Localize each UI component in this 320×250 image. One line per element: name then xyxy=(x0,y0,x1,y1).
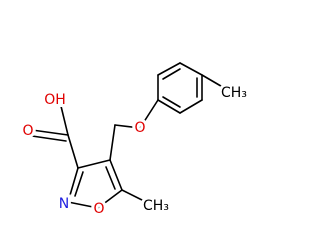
background xyxy=(0,0,250,250)
bond xyxy=(201,74,227,90)
bond xyxy=(139,99,159,129)
bond xyxy=(162,68,181,80)
atom-label: O xyxy=(134,120,145,136)
atom-label: O xyxy=(22,123,33,139)
bond xyxy=(77,159,111,169)
atom-label: N xyxy=(59,196,69,212)
bonds xyxy=(31,62,227,209)
bond xyxy=(97,189,123,209)
atom-label: CH₃ xyxy=(221,85,247,101)
bond xyxy=(179,62,203,76)
atom-label: O xyxy=(93,201,104,217)
bond xyxy=(67,201,99,209)
bond xyxy=(114,124,141,129)
bond xyxy=(74,171,84,197)
bond xyxy=(105,166,116,190)
atom-label: CH₃ xyxy=(143,198,169,214)
bond xyxy=(67,167,79,203)
structure-diagram: OH O O N O CH₃ CH₃ xyxy=(0,0,250,250)
bond xyxy=(109,124,116,161)
bond xyxy=(31,135,67,142)
bond xyxy=(162,96,181,108)
bond xyxy=(109,159,123,191)
bond xyxy=(179,99,203,114)
bond xyxy=(121,189,147,203)
bond xyxy=(59,101,69,136)
bond xyxy=(31,129,69,136)
bond xyxy=(157,62,181,76)
bond xyxy=(67,134,79,169)
bond xyxy=(157,99,181,114)
atom-label: OH xyxy=(44,92,66,108)
